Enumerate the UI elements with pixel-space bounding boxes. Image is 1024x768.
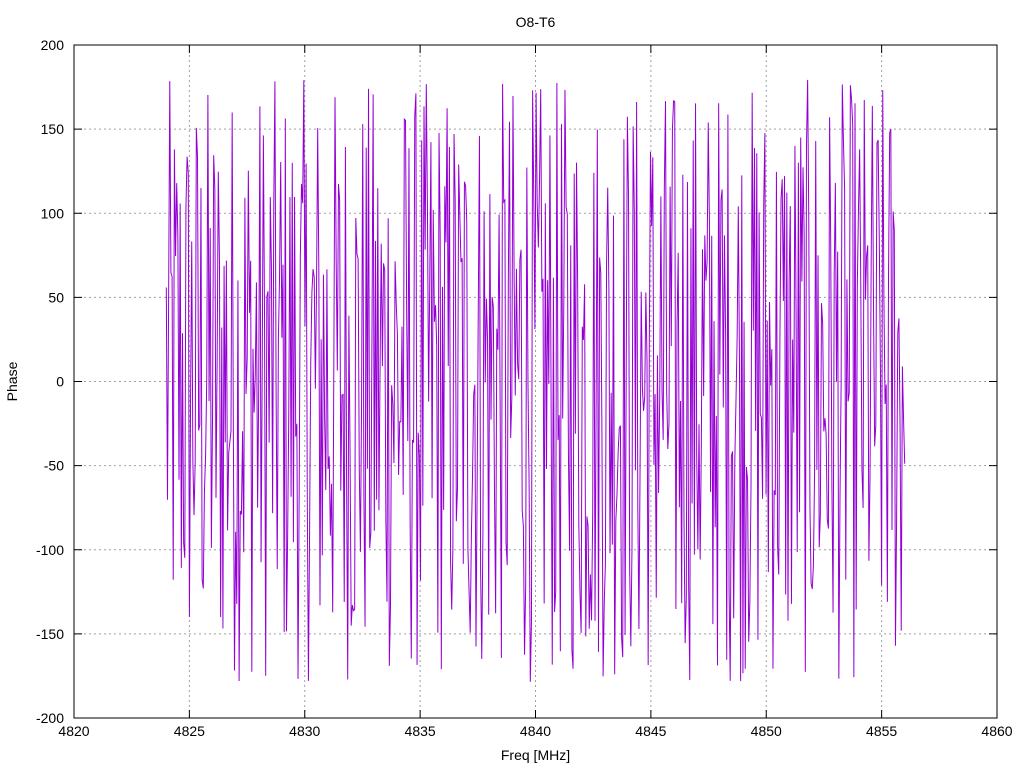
x-tick-label: 4825 xyxy=(174,723,205,739)
y-tick-label: 50 xyxy=(48,289,64,305)
x-tick-label: 4830 xyxy=(289,723,320,739)
y-tick-label: -150 xyxy=(36,626,64,642)
y-tick-label: 0 xyxy=(56,374,64,390)
x-tick-label: 4860 xyxy=(981,723,1012,739)
x-tick-label: 4845 xyxy=(635,723,666,739)
tick-marks xyxy=(73,44,998,719)
x-tick-label: 4840 xyxy=(520,723,551,739)
y-tick-labels: -200 -150 -100 -50 0 50 100 150 200 xyxy=(36,37,64,726)
y-tick-label: 100 xyxy=(41,205,65,221)
x-tick-label: 4850 xyxy=(751,723,782,739)
x-tick-label: 4855 xyxy=(866,723,897,739)
x-tick-labels: 4820 4825 4830 4835 4840 4845 4850 4855 4860 xyxy=(58,723,1012,739)
chart-title: O8-T6 xyxy=(516,14,556,30)
x-axis-title: Freq [MHz] xyxy=(501,747,570,763)
x-tick-label: 4820 xyxy=(58,723,89,739)
y-axis-title: Phase xyxy=(4,361,20,401)
y-tick-label: 150 xyxy=(41,121,65,137)
x-tick-label: 4835 xyxy=(405,723,436,739)
y-tick-label: -50 xyxy=(44,458,64,474)
series-layer xyxy=(165,79,906,682)
y-tick-label: 200 xyxy=(41,37,65,53)
y-tick-label: -200 xyxy=(36,710,64,726)
series-line-phase xyxy=(165,79,906,682)
y-tick-label: -100 xyxy=(36,542,64,558)
